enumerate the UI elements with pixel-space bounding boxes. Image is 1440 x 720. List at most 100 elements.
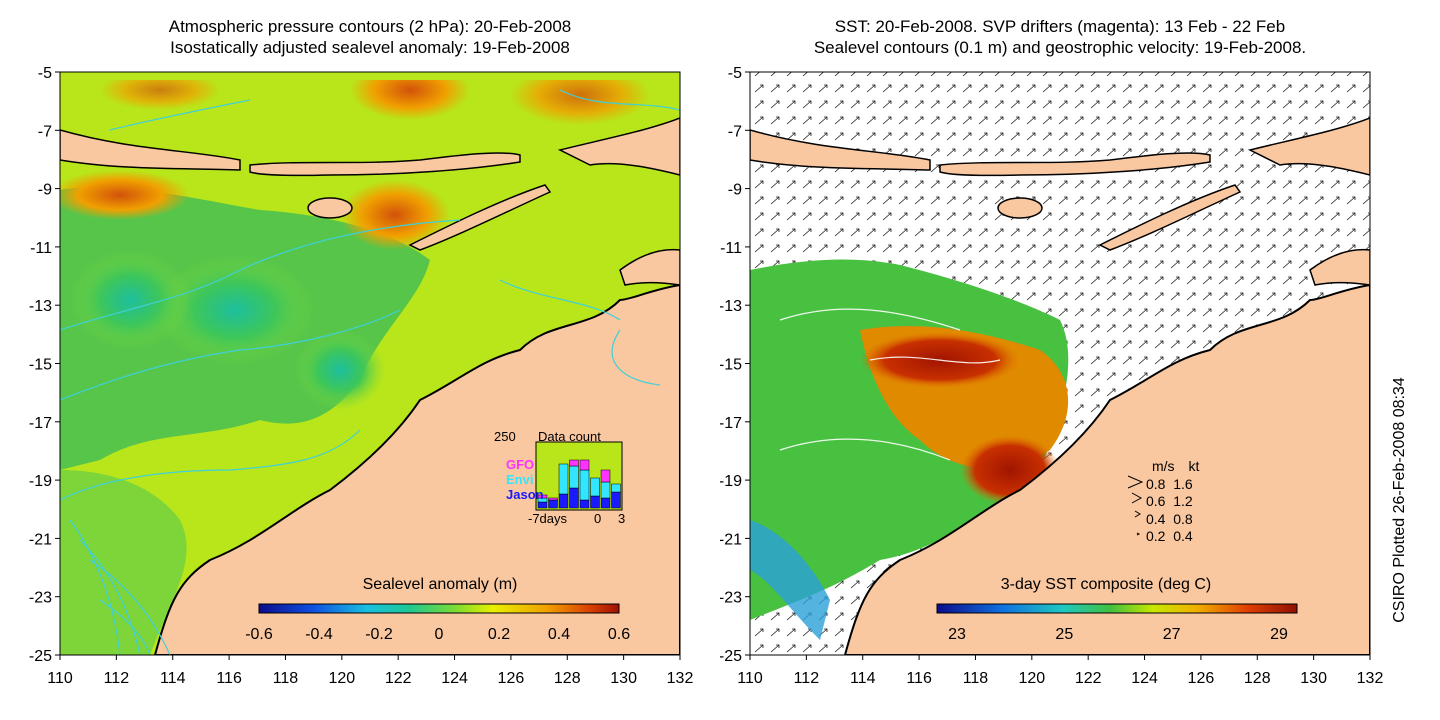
left-xtick-label: 110 [47,670,73,687]
left-xtick-label: 122 [385,670,412,687]
right-colorbar-label: 3-day SST composite (deg C) [1001,576,1211,593]
right-land-timor [1098,184,1242,251]
left-orange-blob2 [60,170,190,220]
inset-bar [579,499,590,509]
right-colorbar-tick-label: 29 [1270,626,1288,643]
velocity-legend-header: m/s kt [1146,458,1199,476]
left-title-line2: Isostatically adjusted sealevel anomaly:… [170,38,570,57]
inset-x-label-end: 3 [618,511,626,526]
velocity-legend-arrows [1127,475,1144,536]
inset-bar [611,491,621,509]
inset-legend: GFO Envi Jason [506,457,544,502]
right-colorbar-ticks: 23 25 27 29 [948,626,1288,643]
velocity-arrow-08 [1127,475,1144,489]
left-ytick-label: -25 [29,648,52,665]
left-title: Atmospheric pressure contours (2 hPa): 2… [60,16,680,58]
velocity-row-3: 0.4 0.8 [1146,511,1199,529]
velocity-header-kt: kt [1188,458,1200,474]
velocity-row-2-kt: 1.2 [1173,493,1193,509]
inset-title: Data count [538,429,601,444]
right-ytick-label: -5 [728,65,742,82]
right-ytick-label: -11 [720,240,742,257]
inset-legend-envi: Envi [506,472,534,487]
left-land-sumba [307,197,353,219]
velocity-row-3-kt: 0.8 [1173,510,1193,527]
left-colorbar-tick-label: 0.2 [488,626,510,643]
inset-bar [569,487,579,509]
left-land-kimberley-tip [619,248,680,286]
sst-cool-strip [750,520,830,640]
left-colorbar-tick-label: -0.6 [245,626,273,643]
inset-bar [611,483,621,493]
inset-x-label-start: -7days [528,511,568,526]
right-land-java [750,129,931,171]
left-xtick-label: 118 [273,670,299,687]
right-ytick-label: -9 [728,182,742,199]
velocity-row-4-ms: 0.2 [1146,528,1166,544]
right-xtick-label: 128 [1244,670,1271,687]
velocity-row-3-ms: 0.4 [1146,510,1166,527]
inset-bar [590,477,600,497]
left-xtick-label: 114 [160,670,186,687]
inset-bar [537,501,548,509]
right-xtick-label: 130 [1300,670,1327,687]
left-orange-blob4 [510,72,650,125]
right-ytick-label: -15 [720,357,742,374]
left-xtick-label: 130 [610,670,637,687]
left-colorbar [258,603,620,614]
left-ytick-label: -7 [38,123,52,140]
left-ytick-label: -5 [38,65,52,82]
left-ytick-label: -13 [29,298,52,315]
right-xtick-label: 124 [1131,670,1158,687]
right-title-line1: SST: 20-Feb-2008. SVP drifters (magenta)… [834,17,1286,36]
velocity-row-2: 0.6 1.2 [1146,493,1199,511]
right-ytick-label: -13 [720,298,742,315]
left-green-core [155,255,315,365]
left-ytick-label: -15 [29,357,52,374]
right-colorbar-tick-label: 27 [1163,626,1181,643]
inset-bar [558,463,569,495]
right-title-line2: Sealevel contours (0.1 m) and geostrophi… [813,38,1307,57]
left-xtick-label: 126 [498,670,525,687]
velocity-row-2-ms: 0.6 [1146,493,1166,509]
left-green-core2 [295,330,385,410]
right-land-australia [843,283,1370,655]
velocity-row-4-kt: 0.4 [1173,528,1193,544]
right-land-kimberley-tip [1309,248,1370,286]
inset-bar [600,481,611,499]
left-map: -5 -7 -9 -11 -13 -15 -17 -19 -21 -23 -25 110 112 114… [29,65,694,687]
right-land-sumba [997,197,1043,219]
right-ytick-label: -19 [720,473,742,490]
right-xtick-label: 110 [737,670,763,687]
left-xtick-label: 112 [104,670,130,687]
left-ytick-label: -17 [29,415,52,432]
right-ytick-label: -7 [728,123,742,140]
left-xtick-label: 116 [216,670,242,687]
velocity-header-ms: m/s [1152,458,1175,474]
right-xtick-label: 120 [1018,670,1045,687]
sealevel-contours [779,308,1001,461]
left-land-java [60,129,241,171]
left-land-islands [249,152,521,177]
left-colorbar-tick-label: 0.4 [548,626,570,643]
right-xtick-label: 112 [794,670,820,687]
left-ytick-label: -19 [29,473,52,490]
inset-bar [600,497,611,509]
left-orange-blob3 [350,72,470,120]
right-colorbar-tick-label: 25 [1055,626,1073,643]
left-xtick-label: 120 [328,670,355,687]
inset-legend-gfo: GFO [506,457,535,472]
right-colorbar-tick-label: 23 [948,626,966,643]
velocity-legend: m/s kt 0.8 1.6 0.6 1.2 0.4 0.8 0.2 0.4 [1146,458,1199,546]
right-xtick-label: 122 [1075,670,1102,687]
velocity-row-1-ms: 0.8 [1146,475,1166,492]
inset-bar [569,465,579,489]
right-ytick-label: -17 [720,415,742,432]
right-xtick-label: 126 [1188,670,1215,687]
right-ytick-label: -23 [720,590,742,607]
right-colorbar [936,603,1298,614]
inset-ymax-label: 250 [494,429,516,444]
inset-bar [569,459,579,467]
inset-bar [537,494,548,499]
velocity-arrow-02 [1136,532,1141,536]
